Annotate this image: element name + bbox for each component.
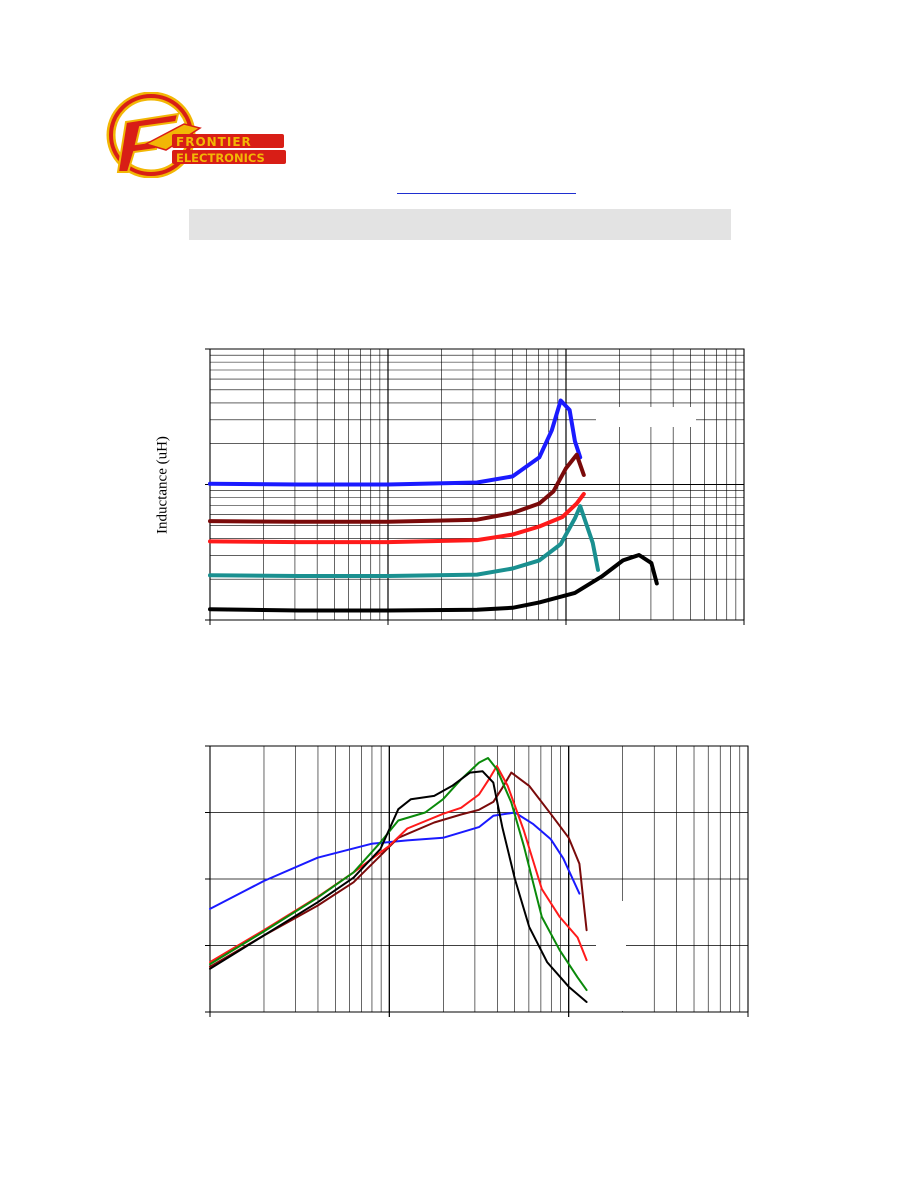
series-line-1 [209,771,588,968]
logo-line2: ELECTRONICS [176,151,265,165]
series-line-0 [208,398,583,487]
plot-frame [209,348,745,621]
link-underline[interactable] [397,193,576,194]
y-axis-label: Inductance (uH) [154,436,171,534]
legend-area [596,407,696,427]
plot-frame [209,745,749,1013]
series-line-2 [209,765,588,964]
series-line-0 [209,811,581,910]
header-band [189,209,731,240]
series-line-1 [208,452,586,524]
series-line-3 [209,757,588,992]
series-line-2 [208,492,586,545]
series-line-3 [208,504,600,578]
series-line-4 [208,553,659,613]
series-line-4 [209,770,588,1003]
frontier-electronics-logo: FRONTIER ELECTRONICS [106,92,286,178]
logo-line1: FRONTIER [176,135,252,149]
legend-area [596,901,626,1011]
